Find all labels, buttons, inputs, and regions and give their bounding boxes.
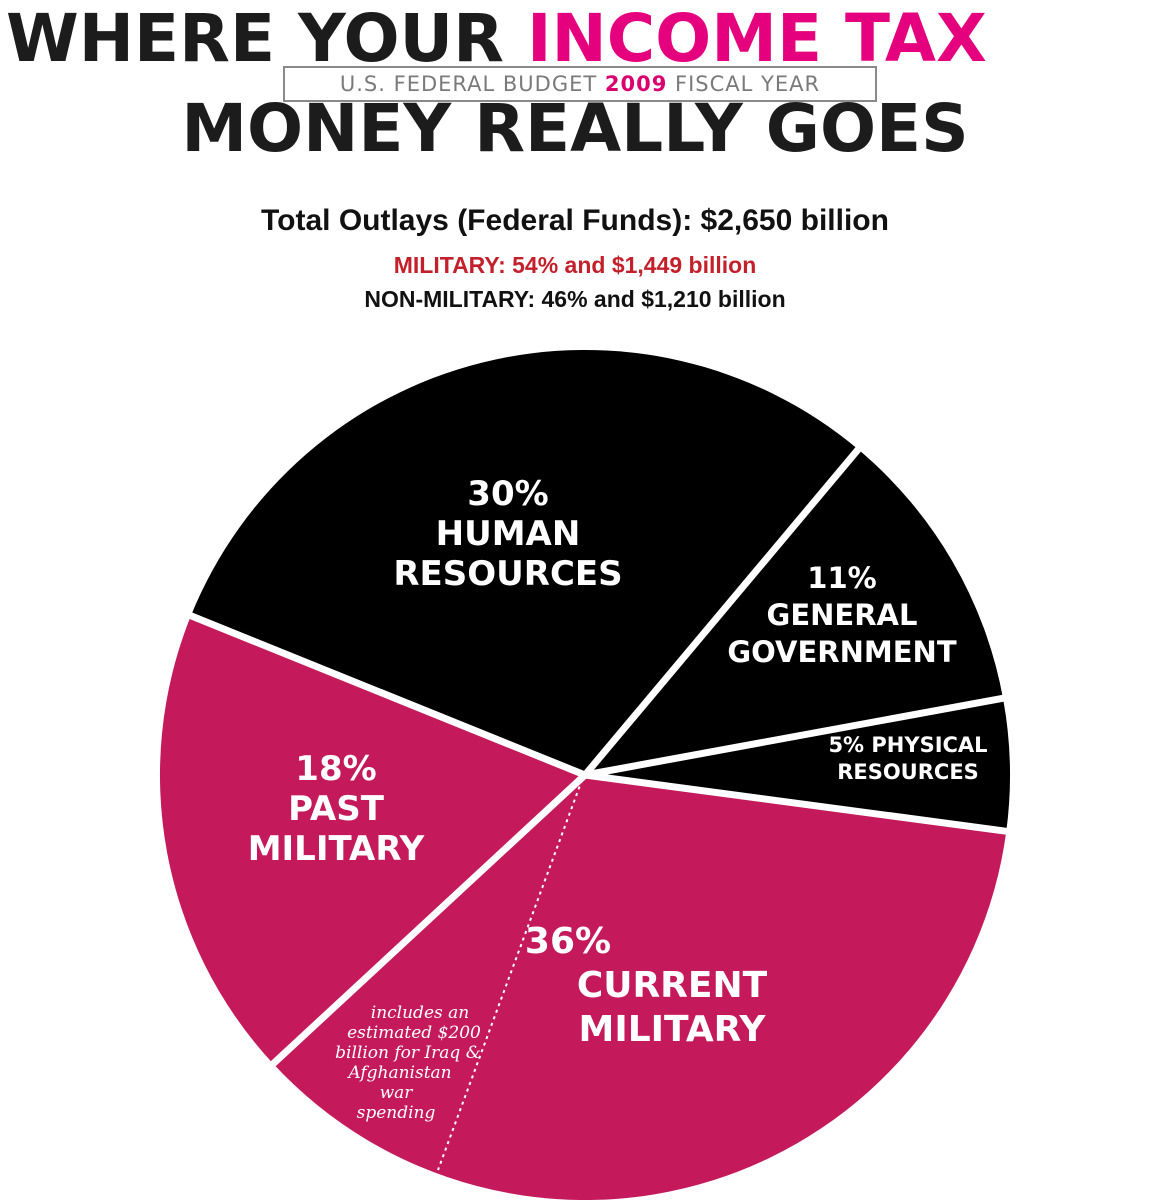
slice-label-line: MILITARY [248,829,425,869]
war-spending-note: includes an estimated $200 billion for Ira… [335,1003,481,1123]
slice-label-general: 11% GENERAL GOVERNMENT [727,561,956,669]
title-part-2-highlight: INCOME TAX [526,0,987,77]
slice-label-line: 11% [807,561,876,595]
slice-label-line: RESOURCES [393,554,622,594]
slice-separator [264,772,588,1072]
slice-label-line: 18% [295,749,376,789]
slice-label-line: HUMAN [436,514,581,554]
slice-label-human: 30% HUMAN RESOURCES [393,474,622,594]
title-line-1: WHERE YOUR INCOME TAX [6,6,1150,72]
title-line-2: MONEY REALLY GOES [181,90,969,167]
war-spending-note-line: includes an [371,1003,469,1023]
subtitle-box: U.S. FEDERAL BUDGET 2009 FISCAL YEAR [283,66,877,102]
slice-separator [584,771,1015,836]
total-outlays: Total Outlays (Federal Funds): $2,650 bi… [261,204,889,237]
slice-separator [582,441,866,778]
slice-separator [182,609,587,779]
pie-slice-physical [585,698,1011,832]
title-part-1: WHERE YOUR [6,0,527,77]
slice-label-line: MILITARY [579,1009,767,1050]
slice-label-line: RESOURCES [837,760,979,784]
slice-label-line: 36% [525,921,611,962]
pie-slice-past [159,615,585,1064]
slice-label-line: 30% [467,474,548,514]
subtitle-suffix: FISCAL YEAR [667,72,821,96]
slice-label-past: 18% PAST MILITARY [248,749,425,869]
war-spending-note-line: war [380,1083,414,1103]
pie-slice-human [190,349,859,775]
war-spending-note-line: estimated $200 [347,1023,481,1043]
slice-label-line: 5% PHYSICAL [828,733,987,757]
war-spending-note-line: spending [357,1103,436,1123]
slice-label-line: GENERAL [767,598,918,632]
pie-slice-general [585,449,1003,775]
pie-slice-current [273,775,1007,1200]
non-military-summary: NON-MILITARY: 46% and $1,210 billion [364,286,786,312]
slice-label-physical: 5% PHYSICAL RESOURCES [828,733,987,784]
war-spending-note-line: billion for Iraq & [335,1043,481,1063]
slice-separator [584,693,1012,779]
subtitle-year: 2009 [604,72,668,96]
slice-label-line: PAST [288,789,385,829]
slice-label-line: CURRENT [577,965,768,1006]
war-spending-note-line: Afghanistan [346,1063,451,1083]
military-summary: MILITARY: 54% and $1,449 billion [393,252,757,278]
subtitle-prefix: U.S. FEDERAL BUDGET [339,72,605,96]
slice-label-line: GOVERNMENT [727,635,956,669]
slice-label-current: 36% CURRENT MILITARY [525,921,768,1050]
